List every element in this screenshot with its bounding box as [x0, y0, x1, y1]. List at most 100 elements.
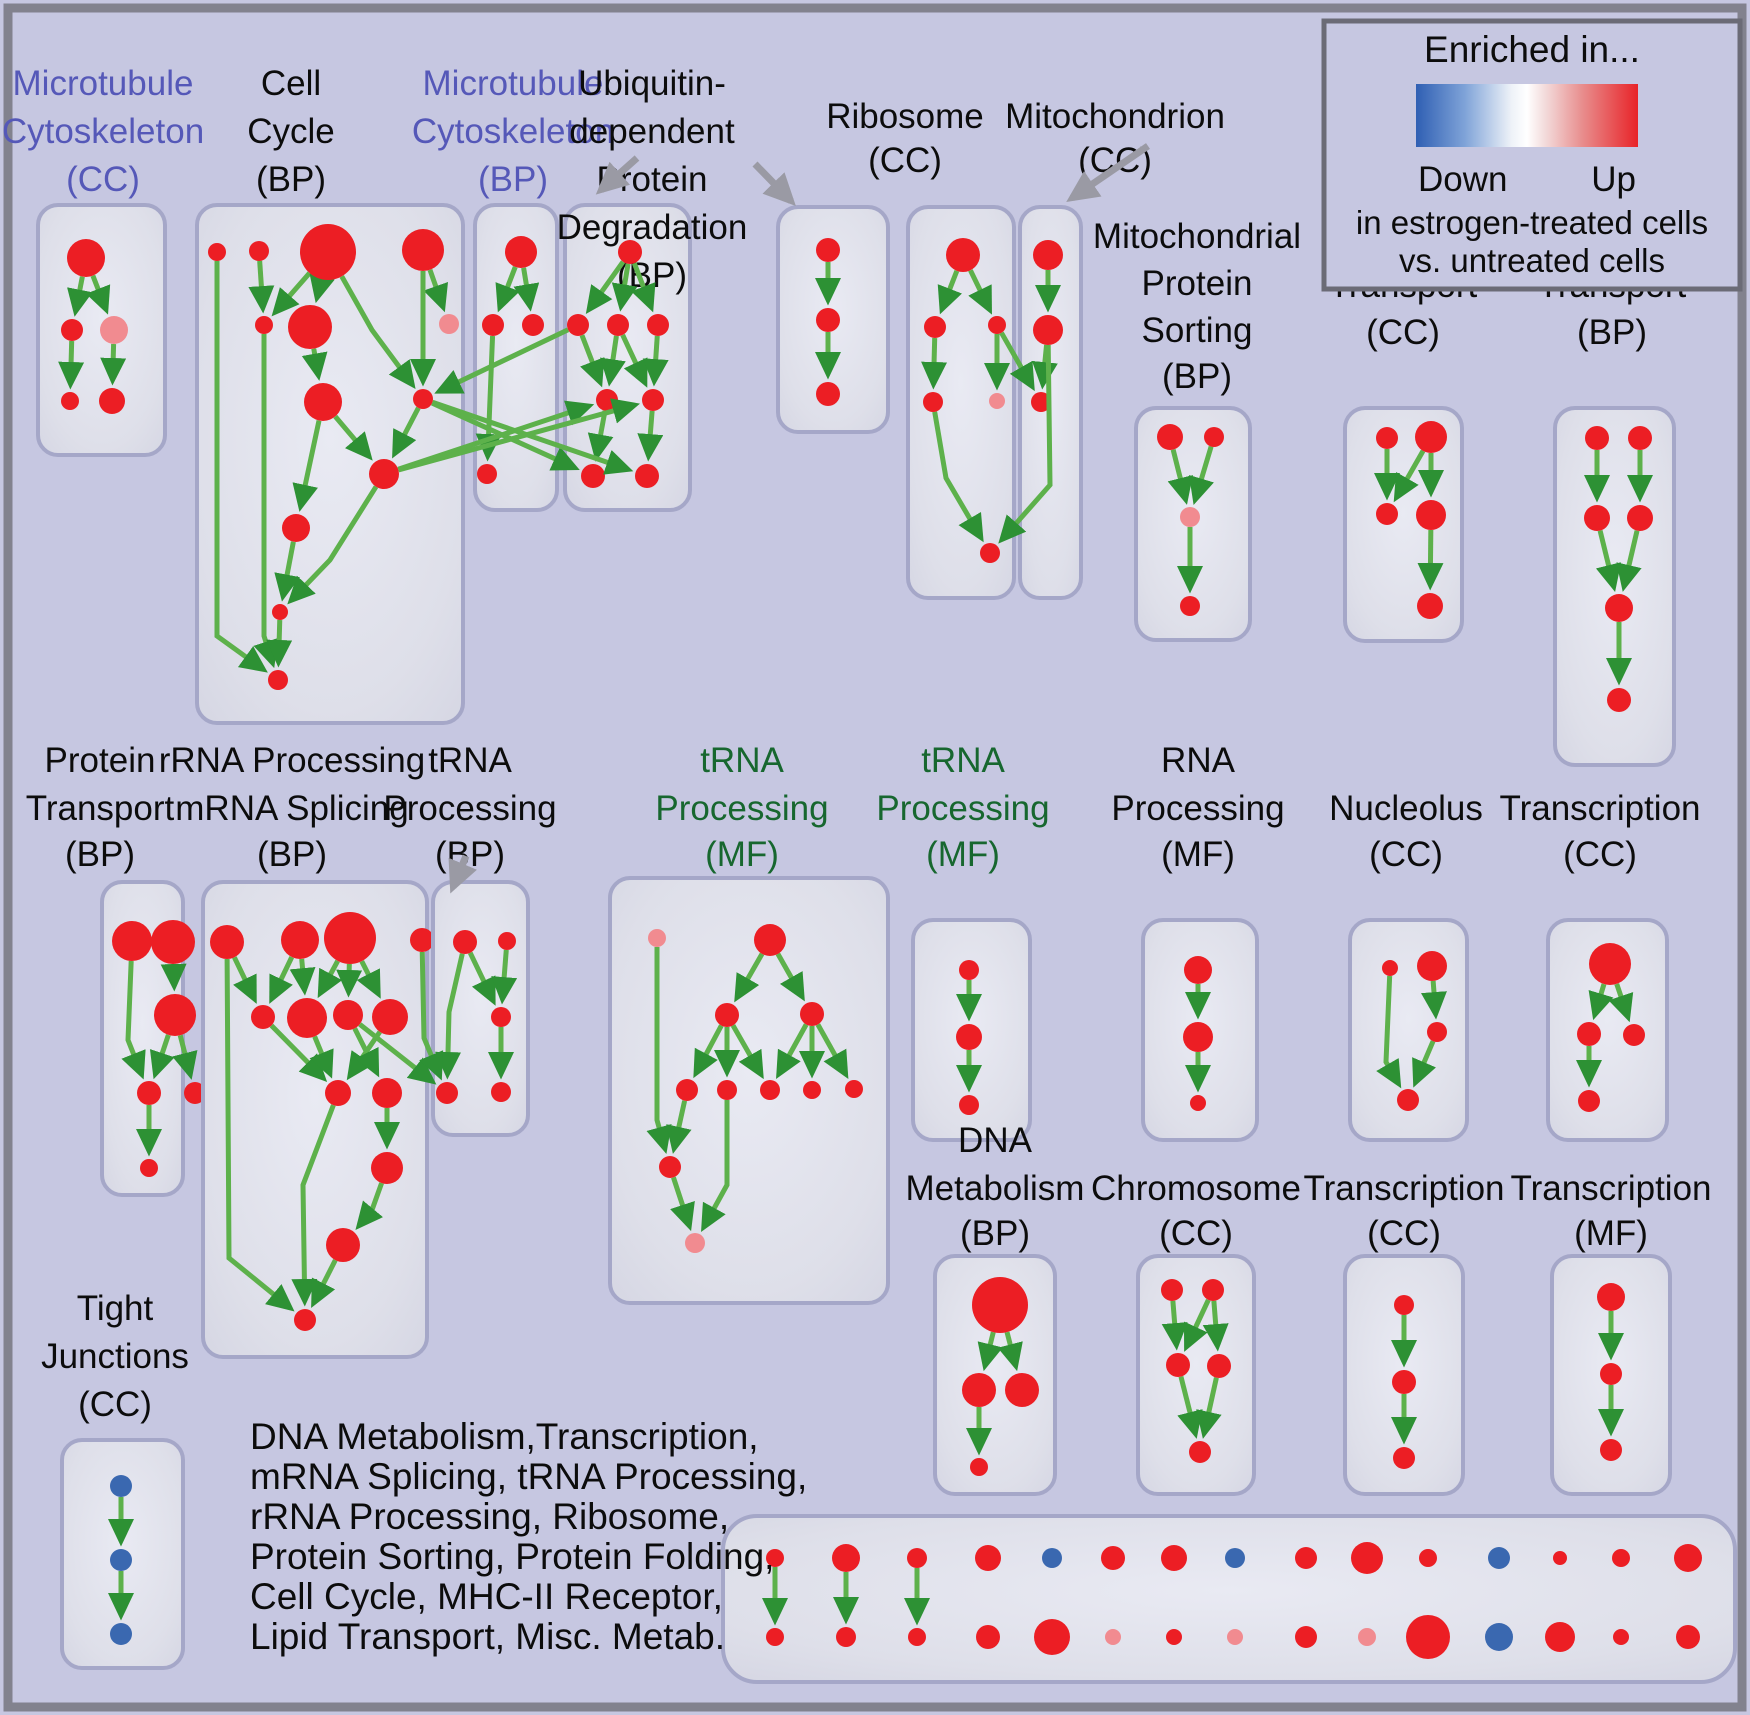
go-term-node-cell-cycle-k[interactable] — [282, 514, 310, 542]
go-term-node-trna-mf-small-s2[interactable] — [956, 1024, 982, 1050]
go-term-node-rna-transport-rtl[interactable] — [1585, 426, 1609, 450]
go-term-node-ubiquitin-a-d3[interactable] — [607, 314, 629, 336]
go-term-node-chromosome-ch3[interactable] — [1166, 1353, 1190, 1377]
go-term-node-trna-mf-big-ml[interactable] — [715, 1003, 739, 1027]
go-term-node-protein-transport-pt6[interactable] — [140, 1159, 158, 1177]
misc-node-top-10[interactable] — [1351, 1542, 1383, 1574]
go-term-node-trna-mf-big-w3[interactable] — [760, 1080, 780, 1100]
go-term-node-ribosome-f3[interactable] — [988, 316, 1006, 334]
go-term-node-chromosome-ch2[interactable] — [1202, 1279, 1224, 1301]
go-term-node-trna-mf-big-lw[interactable] — [659, 1156, 681, 1178]
misc-node-top-4[interactable] — [975, 1545, 1001, 1571]
go-term-node-ubiquitin-b-e2[interactable] — [816, 308, 840, 332]
go-term-node-nuclear-transport-nml[interactable] — [1376, 503, 1398, 525]
go-term-node-cell-cycle-f[interactable] — [288, 305, 332, 349]
go-term-node-dna-metabolism-dm4[interactable] — [970, 1458, 988, 1476]
go-term-node-transcription-cc-3-x2[interactable] — [1392, 1370, 1416, 1394]
go-term-node-transcription-cc-3-x3[interactable] — [1393, 1447, 1415, 1469]
go-term-node-dna-metabolism-dm3[interactable] — [1005, 1373, 1039, 1407]
go-term-node-cell-cycle-h[interactable] — [304, 383, 342, 421]
go-term-node-ribosome-f5[interactable] — [989, 393, 1005, 409]
go-term-node-trna-bp-tb1[interactable] — [453, 930, 477, 954]
go-term-node-mito-protein-sorting-t1[interactable] — [1157, 424, 1183, 450]
go-term-node-rrna-mrna-r3[interactable] — [324, 912, 376, 964]
misc-node-bottom-14[interactable] — [1613, 1629, 1629, 1645]
go-term-node-rna-processing-mf-u2[interactable] — [1183, 1022, 1213, 1052]
go-term-node-chromosome-ch1[interactable] — [1161, 1279, 1183, 1301]
misc-node-bottom-1[interactable] — [766, 1628, 784, 1646]
go-term-node-tight-junctions-tj2[interactable] — [110, 1549, 132, 1571]
misc-node-bottom-5[interactable] — [1034, 1619, 1070, 1655]
go-term-node-cell-cycle-b[interactable] — [249, 241, 269, 261]
go-term-node-protein-transport-pt2[interactable] — [151, 920, 195, 964]
go-term-node-tight-junctions-tj1[interactable] — [110, 1475, 132, 1497]
misc-node-bottom-2[interactable] — [836, 1627, 856, 1647]
go-term-node-ubiquitin-a-d7[interactable] — [581, 464, 605, 488]
misc-node-bottom-15[interactable] — [1676, 1625, 1700, 1649]
go-term-node-trna-bp-b2[interactable] — [491, 1082, 511, 1102]
go-term-node-transcription-cc-2-tc2[interactable] — [1577, 1022, 1601, 1046]
go-term-node-ubiquitin-b-e3[interactable] — [816, 382, 840, 406]
go-term-node-protein-transport-pt1[interactable] — [112, 921, 152, 961]
go-term-node-ubiquitin-a-d4[interactable] — [647, 314, 669, 336]
misc-node-bottom-7[interactable] — [1166, 1629, 1182, 1645]
misc-node-bottom-10[interactable] — [1358, 1628, 1376, 1646]
go-term-node-transcription-cc-2-tc4[interactable] — [1578, 1090, 1600, 1112]
go-term-node-microtubule-cc-n2[interactable] — [100, 316, 128, 344]
go-term-node-rrna-mrna-r1[interactable] — [210, 925, 244, 959]
go-term-node-transcription-mf-y2[interactable] — [1600, 1363, 1622, 1385]
go-term-node-rna-processing-mf-u3[interactable] — [1190, 1095, 1206, 1111]
go-term-node-trna-mf-big-big[interactable] — [754, 924, 786, 956]
go-term-node-protein-transport-pt5[interactable] — [184, 1082, 206, 1104]
go-term-node-trna-mf-big-bp[interactable] — [685, 1233, 705, 1253]
misc-node-top-15[interactable] — [1674, 1544, 1702, 1572]
go-term-node-ubiquitin-a-d8[interactable] — [635, 464, 659, 488]
go-term-node-nucleolus-nl3[interactable] — [1427, 1022, 1447, 1042]
go-term-node-rna-transport-rs2[interactable] — [1607, 688, 1631, 712]
go-term-node-trna-mf-big-mr[interactable] — [800, 1002, 824, 1026]
go-term-node-microtubule-cc-n4[interactable] — [99, 388, 125, 414]
misc-node-bottom-3[interactable] — [908, 1628, 926, 1646]
go-term-node-cell-cycle-g[interactable] — [439, 314, 459, 334]
go-term-node-rrna-mrna-p1[interactable] — [325, 1080, 351, 1106]
go-term-node-cell-cycle-c[interactable] — [300, 224, 356, 280]
go-term-node-ribosome-f1[interactable] — [946, 238, 980, 272]
misc-node-bottom-8[interactable] — [1227, 1629, 1243, 1645]
misc-node-top-14[interactable] — [1612, 1549, 1630, 1567]
go-term-node-rrna-mrna-m4[interactable] — [372, 999, 408, 1035]
go-term-node-nuclear-transport-nb[interactable] — [1417, 593, 1443, 619]
go-term-node-nucleolus-nl2[interactable] — [1417, 951, 1447, 981]
go-term-node-microtubule-bp-c2[interactable] — [482, 314, 504, 336]
go-term-node-rrna-mrna-bt[interactable] — [294, 1309, 316, 1331]
go-term-node-trna-mf-big-w1[interactable] — [676, 1079, 698, 1101]
misc-node-top-3[interactable] — [907, 1548, 927, 1568]
go-term-node-mito-protein-sorting-bb[interactable] — [1180, 596, 1200, 616]
misc-node-bottom-4[interactable] — [976, 1625, 1000, 1649]
go-term-node-cell-cycle-i[interactable] — [369, 459, 399, 489]
go-term-node-protein-transport-pt4[interactable] — [137, 1081, 161, 1105]
go-term-node-mito-protein-sorting-t2[interactable] — [1204, 427, 1224, 447]
go-term-node-cell-cycle-d[interactable] — [402, 229, 444, 271]
go-term-node-cell-cycle-m[interactable] — [268, 670, 288, 690]
go-term-node-trna-mf-big-w5[interactable] — [845, 1080, 863, 1098]
go-term-node-ubiquitin-a-d5[interactable] — [596, 389, 618, 411]
go-term-node-ribosome-f2[interactable] — [924, 316, 946, 338]
go-term-node-rna-transport-rs1[interactable] — [1605, 594, 1633, 622]
go-term-node-ribosome-f6[interactable] — [980, 543, 1000, 563]
go-term-node-rrna-mrna-q[interactable] — [371, 1152, 403, 1184]
go-term-node-rna-transport-rml[interactable] — [1584, 505, 1610, 531]
go-term-node-trna-bp-b1[interactable] — [436, 1082, 458, 1104]
go-term-node-microtubule-cc-n0[interactable] — [67, 239, 105, 277]
go-term-node-ubiquitin-a-d6[interactable] — [642, 389, 664, 411]
go-term-node-trna-mf-big-pk[interactable] — [648, 929, 666, 947]
go-term-node-chromosome-ch4[interactable] — [1207, 1354, 1231, 1378]
go-term-node-mitochondrion-g3[interactable] — [1031, 392, 1051, 412]
misc-node-top-2[interactable] — [832, 1544, 860, 1572]
misc-node-top-9[interactable] — [1295, 1547, 1317, 1569]
misc-node-bottom-9[interactable] — [1295, 1626, 1317, 1648]
go-term-node-ubiquitin-b-e1[interactable] — [816, 238, 840, 262]
go-term-node-rrna-mrna-m2[interactable] — [287, 998, 327, 1038]
go-term-node-cell-cycle-a[interactable] — [208, 243, 226, 261]
go-term-node-microtubule-bp-c1[interactable] — [505, 236, 537, 268]
go-term-node-microtubule-bp-c3[interactable] — [522, 314, 544, 336]
